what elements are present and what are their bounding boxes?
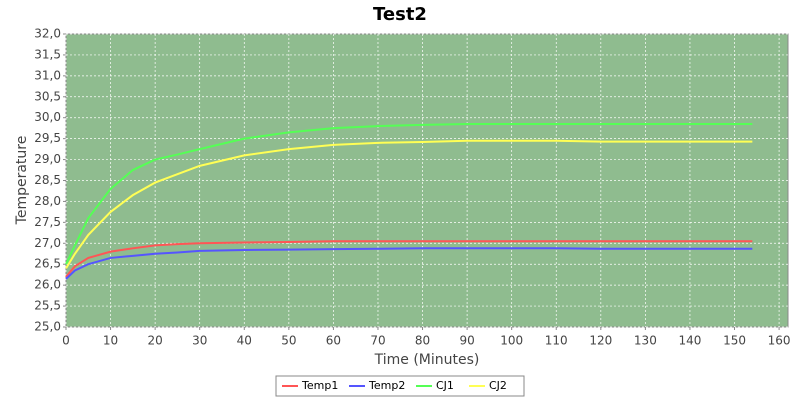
x-axis-label: Time (Minutes) <box>374 352 480 368</box>
chart-title: Test2 <box>373 4 427 25</box>
legend-label: CJ2 <box>489 379 507 392</box>
legend-label: CJ1 <box>436 379 454 392</box>
series-line <box>65 122 753 265</box>
x-tick-label: 30 <box>192 334 207 348</box>
y-tick-label: 29,5 <box>34 131 61 145</box>
y-tick-label: 27,0 <box>34 236 61 250</box>
x-tick-label: 20 <box>147 334 162 348</box>
x-tick-label: 90 <box>459 334 474 348</box>
legend-label: Temp2 <box>368 379 405 392</box>
y-tick-label: 30,5 <box>34 89 61 103</box>
y-tick-label: 28,5 <box>34 173 61 187</box>
y-axis-label: Temperature <box>14 136 30 226</box>
x-tick-label: 80 <box>415 334 430 348</box>
y-tick-label: 28,0 <box>34 194 61 208</box>
legend-box <box>275 375 525 397</box>
x-tick-label: 10 <box>103 334 118 348</box>
series-line <box>65 247 753 280</box>
y-tick-label: 31,5 <box>34 47 61 61</box>
y-tick-label: 25,5 <box>34 299 61 313</box>
series-line <box>65 139 753 269</box>
y-tick-label: 31,0 <box>34 68 61 82</box>
y-tick-label: 32,0 <box>34 27 61 41</box>
x-tick-label: 150 <box>723 334 746 348</box>
x-tick-label: 110 <box>545 334 568 348</box>
x-tick-label: 40 <box>237 334 252 348</box>
x-tick-label: 140 <box>678 334 701 348</box>
x-tick-label: 120 <box>589 334 612 348</box>
x-tick-label: 130 <box>634 334 657 348</box>
legend-label: Temp1 <box>301 379 338 392</box>
x-tick-label: 0 <box>62 334 70 348</box>
y-tick-label: 27,5 <box>34 215 61 229</box>
x-tick-label: 160 <box>768 334 791 348</box>
y-tick-label: 26,5 <box>34 257 61 271</box>
x-tick-label: 60 <box>326 334 341 348</box>
y-tick-label: 30,0 <box>34 110 61 124</box>
x-tick-label: 50 <box>281 334 296 348</box>
y-tick-label: 26,0 <box>34 278 61 292</box>
y-tick-label: 25,0 <box>34 320 61 334</box>
series-line <box>65 240 753 278</box>
x-tick-label: 100 <box>500 334 523 348</box>
y-tick-label: 29,0 <box>34 152 61 166</box>
x-tick-label: 70 <box>370 334 385 348</box>
